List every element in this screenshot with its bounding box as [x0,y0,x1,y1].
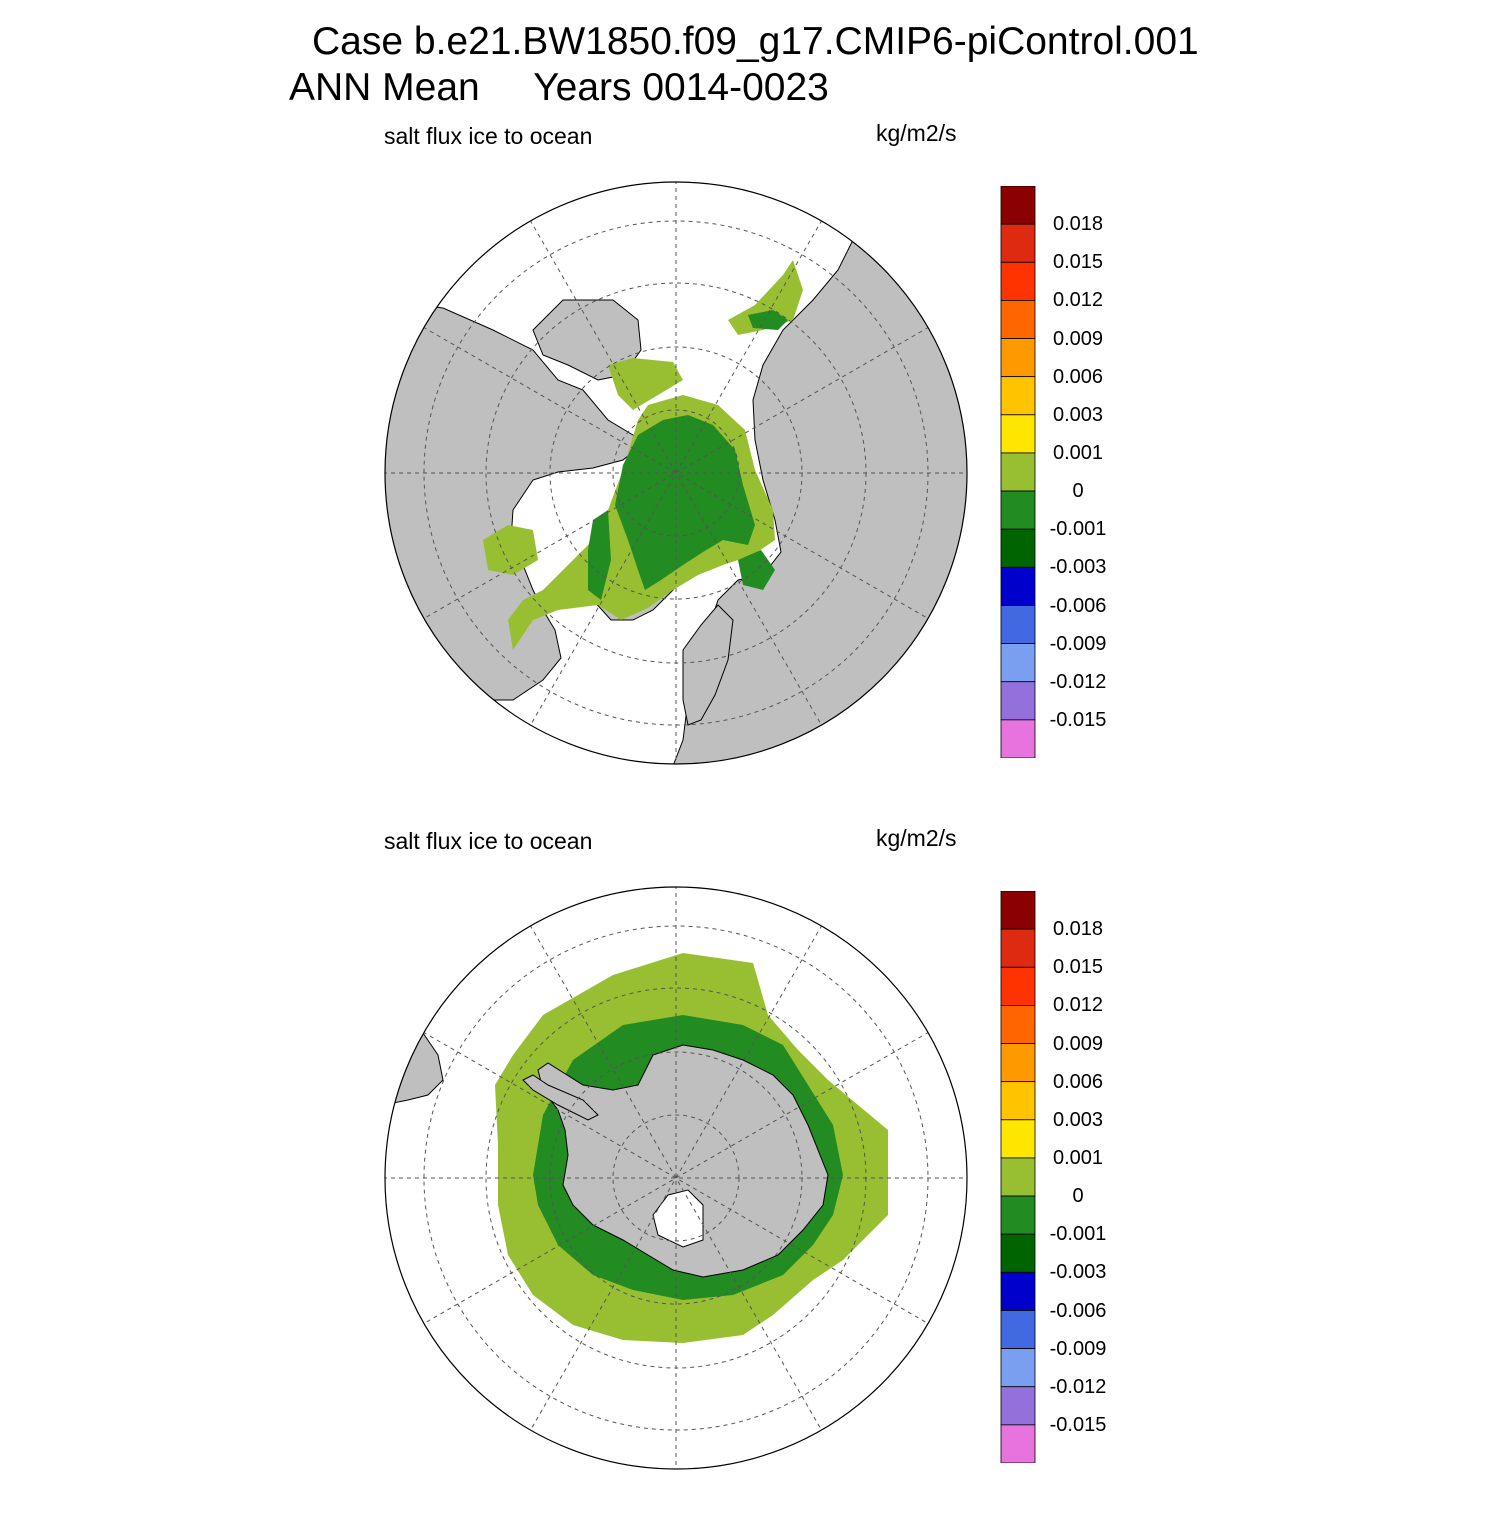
colorbar-swatch [1000,300,1036,339]
colorbar-swatch [1000,1119,1036,1159]
colorbar-swatch [1000,681,1036,721]
polar-map-north [384,181,968,765]
colorbar-labels-north: 0.018 0.015 0.012 0.009 0.006 0.003 0.001 0 -0.0… [1040,186,1130,758]
ice-zone-bering [608,358,683,410]
colorbar-swatch [1000,1424,1036,1463]
colorbar-tick-label: 0.015 [1052,251,1104,274]
colorbar-south [1000,891,1036,1463]
colorbar-tick-label: 0.001 [1052,441,1104,464]
colorbar-tick-label: -0.012 [1049,1375,1107,1398]
colorbar-tick-label: -0.003 [1049,1261,1107,1284]
colorbar-tick-label: -0.006 [1049,1299,1107,1322]
colorbar-tick-label: 0.009 [1052,327,1104,350]
colorbar-tick-label: -0.003 [1049,556,1107,579]
graticule-south [385,887,967,1469]
colorbar-swatch [1000,1271,1036,1311]
colorbar-tick-label: -0.001 [1049,1223,1107,1246]
figure-title-period: ANN Mean Years 0014-0023 [289,66,829,109]
colorbar-swatch [1000,643,1036,683]
colorbar-swatch [1000,1043,1036,1083]
panel-north: salt flux ice to ocean kg/m2/s [0,118,1500,818]
colorbar-tick-label: -0.006 [1049,594,1107,617]
colorbar-tick-label: 0.012 [1052,289,1104,312]
ice-zone-inner-barents [738,550,775,590]
ice-zone-inner-okhotsk [748,310,788,330]
colorbar-labels-south: 0.018 0.015 0.012 0.009 0.006 0.003 0.001 0 -0.0… [1040,891,1130,1463]
variable-label: salt flux ice to ocean [384,828,593,854]
colorbar-swatch [1000,186,1036,225]
colorbar-tick-label: 0 [1072,1185,1084,1208]
colorbar-swatch [1000,1348,1036,1388]
colorbar-tick-label: 0.003 [1052,403,1104,426]
colorbar-swatch [1000,966,1036,1006]
colorbar-tick-label: 0 [1072,480,1084,503]
colorbar-swatch [1000,376,1036,416]
units-label: kg/m2/s [876,825,957,851]
colorbar-swatch [1000,490,1036,530]
ice-zone-inner [615,415,755,590]
colorbar-swatch [1000,566,1036,606]
land-antarctic-peninsula [522,1074,599,1121]
colorbar-swatch [1000,414,1036,454]
colorbar-tick-label: 0.012 [1052,994,1104,1017]
colorbar-swatch [1000,891,1036,930]
ice-shelf-ross [652,1189,704,1248]
colorbar-tick-label: 0.018 [1052,918,1104,941]
variable-label: salt flux ice to ocean [384,123,593,149]
colorbar-swatch [1000,528,1036,568]
colorbar-swatch [1000,223,1036,263]
colorbar-swatch [1000,1195,1036,1235]
colorbar-tick-label: 0.006 [1052,1070,1104,1093]
colorbar-tick-label: -0.012 [1049,670,1107,693]
colorbar-swatch [1000,452,1036,492]
figure-title-case: Case b.e21.BW1850.f09_g17.CMIP6-piContro… [312,20,1199,63]
colorbar-tick-label: -0.001 [1049,518,1107,541]
colorbar-tick-label: 0.018 [1052,213,1104,236]
colorbar-swatch [1000,928,1036,968]
colorbar-tick-label: -0.009 [1049,1337,1107,1360]
colorbar-tick-label: 0.003 [1052,1108,1104,1131]
colorbar-tick-label: -0.009 [1049,632,1107,655]
graticule-north [385,182,967,764]
colorbar-tick-label: -0.015 [1049,1413,1107,1436]
colorbar-swatch [1000,1005,1036,1044]
panel-south: salt flux ice to ocean kg/m2/s [0,823,1500,1523]
colorbar-swatch [1000,1386,1036,1426]
colorbar-swatch [1000,261,1036,301]
colorbar-tick-label: 0.009 [1052,1032,1104,1055]
colorbar-tick-label: 0.006 [1052,365,1104,388]
ice-zone-hudson [483,525,538,575]
colorbar-swatch [1000,605,1036,645]
colorbar-swatch [1000,1157,1036,1197]
land-antarctica [537,1044,829,1278]
colorbar-north [1000,186,1036,758]
colorbar-tick-label: 0.015 [1052,956,1104,979]
colorbar-swatch [1000,338,1036,378]
colorbar-swatch [1000,1233,1036,1273]
colorbar-tick-label: 0.001 [1052,1146,1104,1169]
land-scandinavia [682,604,734,726]
colorbar-tick-label: -0.015 [1049,708,1107,731]
colorbar-swatch [1000,1081,1036,1121]
colorbar-swatch [1000,1310,1036,1350]
polar-map-south [384,886,968,1470]
units-label: kg/m2/s [876,120,957,146]
colorbar-swatch [1000,719,1036,758]
